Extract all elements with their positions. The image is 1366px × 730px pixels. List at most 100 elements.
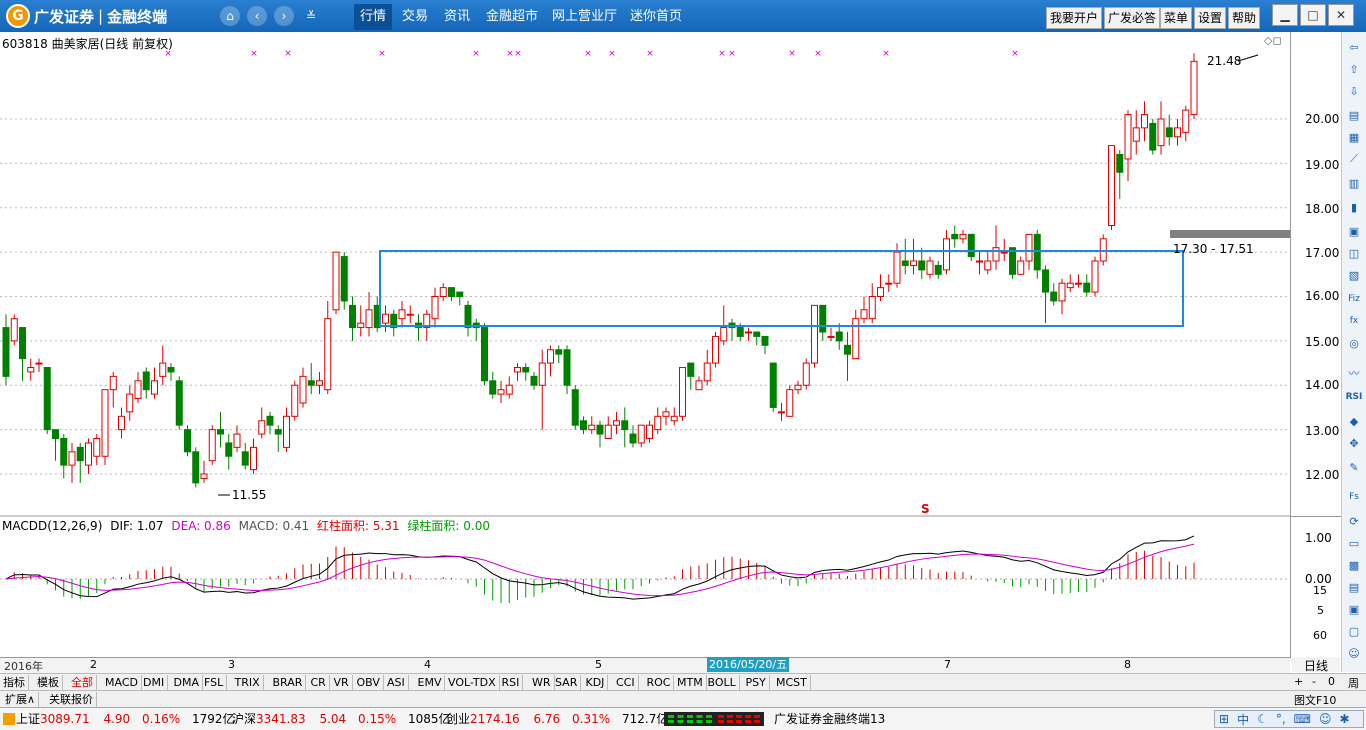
arrow-up-icon[interactable]: ⇧	[1349, 62, 1359, 76]
close-icon[interactable]: ✕	[1328, 4, 1354, 26]
indicator-tab[interactable]: PSY	[743, 675, 770, 690]
indicator-tab[interactable]: MACD	[102, 675, 142, 690]
settings-button[interactable]: 设置	[1194, 7, 1227, 29]
candle-body	[877, 287, 884, 297]
indicator-tab[interactable]: DMI	[140, 675, 169, 690]
candle-body	[530, 375, 538, 386]
pencil-icon[interactable]: ✎	[1349, 460, 1359, 474]
indicator-tab[interactable]: RSI	[499, 675, 524, 690]
wave-icon[interactable]: 〰	[1348, 367, 1360, 380]
user-icon[interactable]: ☺	[1348, 646, 1360, 660]
indicator-tab[interactable]: MTM	[674, 675, 707, 690]
arrow-down-icon[interactable]: ⇩	[1349, 84, 1359, 98]
moon-icon[interactable]: ☾	[1257, 712, 1268, 726]
indicator-tab[interactable]: MCST	[773, 675, 811, 690]
candlestick-chart[interactable]: × × × × × × × × × × × × × × × ×	[0, 32, 1290, 658]
indicator-tab[interactable]: EMV	[415, 675, 446, 690]
forward-icon[interactable]: ›	[274, 6, 294, 26]
tag-icon[interactable]: ◆	[1349, 414, 1359, 428]
period-label[interactable]: 日线	[1292, 657, 1340, 673]
move-icon[interactable]: ✥	[1349, 436, 1359, 450]
ime-icon[interactable]: ⊞	[1219, 712, 1230, 726]
tools-icon[interactable]: ✱	[1339, 712, 1350, 726]
chart-area[interactable]: × × × × × × × × × × × × × × × × 603818 曲美家居(日线 前复权) 21.…	[0, 32, 1290, 658]
open-account-button[interactable]: 我要开户	[1046, 7, 1103, 29]
candle-body	[497, 389, 505, 395]
hs-index[interactable]: 沪深3341.83 5.04 0.15% 1085亿	[232, 711, 451, 727]
indicator-tab[interactable]: DMA	[171, 675, 203, 690]
faq-button[interactable]: 广发必答	[1104, 7, 1161, 29]
note-icon[interactable]: ▢	[1348, 624, 1360, 638]
indicator-tab[interactable]: OBV	[354, 675, 384, 690]
tab-market[interactable]: 行情	[354, 4, 393, 30]
chart-options-icon[interactable]: ◇◻	[1264, 34, 1282, 47]
expand-down-icon[interactable]: ≚	[305, 9, 317, 23]
level2-icon[interactable]: ▣	[1348, 224, 1360, 238]
quote-list-icon[interactable]: ▤	[1348, 108, 1360, 122]
market-breadth-bar	[664, 712, 764, 726]
indicator-tab[interactable]: 模板	[34, 675, 63, 690]
zero-button[interactable]: 0	[1328, 675, 1335, 688]
tab-online-hall[interactable]: 网上营业厅	[552, 9, 618, 24]
zoom-in-button[interactable]: +	[1294, 675, 1304, 688]
indicator-tab[interactable]: KDJ	[583, 675, 609, 690]
indicator-tab[interactable]: SAR	[552, 675, 582, 690]
f10-button[interactable]: 图文F10	[1294, 694, 1337, 707]
tab-trade[interactable]: 交易	[402, 9, 429, 24]
indicator-tab[interactable]: VR	[331, 675, 353, 690]
maximize-icon[interactable]: □	[1300, 4, 1326, 26]
week-button[interactable]: 周	[1348, 677, 1359, 690]
line-chart-icon[interactable]: ⟋	[1350, 152, 1358, 165]
indicator-tab[interactable]: ASI	[384, 675, 409, 690]
punct-icon[interactable]: °,	[1275, 712, 1286, 726]
zoom-out-button[interactable]: -	[1312, 675, 1316, 688]
menu-button[interactable]: 菜单	[1160, 7, 1193, 29]
tab-mini-home[interactable]: 迷你首页	[630, 9, 683, 24]
indicator-tab[interactable]: CR	[308, 675, 330, 690]
indicator-tab[interactable]: 全部	[68, 675, 97, 690]
rsi-icon[interactable]: RSI	[1345, 392, 1363, 402]
minimize-icon[interactable]: ▁	[1272, 4, 1298, 26]
volume-icon[interactable]: ▮	[1350, 200, 1358, 214]
sh-index[interactable]: 上证3089.71 4.90 0.16% 1792亿	[16, 711, 235, 727]
indicator-tab[interactable]: CCI	[613, 675, 639, 690]
refresh-icon[interactable]: ⟳	[1349, 514, 1359, 528]
kline-icon[interactable]: ▥	[1348, 176, 1360, 190]
person-icon[interactable]: ☺	[1319, 712, 1332, 726]
fx-icon[interactable]: fx	[1349, 316, 1359, 326]
expand-button[interactable]: 扩展∧	[2, 692, 40, 707]
indicator-tab[interactable]: TRIX	[232, 675, 264, 690]
cy-index[interactable]: 创业2174.16 6.76 0.31% 712.7亿	[446, 711, 668, 727]
keyboard-icon[interactable]: ⌨	[1293, 712, 1311, 726]
back-icon[interactable]: ‹	[247, 6, 267, 26]
ime-toolbar[interactable]: ⊞ 中 ☾ °, ⌨ ☺ ✱	[1214, 710, 1364, 728]
circle-icon[interactable]: ◎	[1349, 336, 1359, 350]
report-icon[interactable]: ▧	[1348, 268, 1360, 282]
lock-icon[interactable]: ▣	[1348, 602, 1360, 616]
window-icon[interactable]: ▭	[1348, 536, 1360, 550]
candle-body	[274, 429, 282, 435]
data-icon[interactable]: ◫	[1348, 246, 1360, 260]
ime-lang[interactable]: 中	[1237, 712, 1250, 727]
arrow-left-icon[interactable]: ⇦	[1349, 40, 1359, 54]
event-marker: ×	[718, 49, 726, 59]
candle-body	[258, 420, 266, 435]
indicator-tab[interactable]: WR	[529, 675, 555, 690]
tab-news[interactable]: 资讯	[444, 9, 471, 24]
table-icon[interactable]: ▦	[1348, 130, 1360, 144]
consolidation-box	[379, 250, 1184, 327]
indicator-tab[interactable]: BOLL	[705, 675, 740, 690]
indicator-tab[interactable]: VOL-TDX	[445, 675, 500, 690]
calendar-icon[interactable]: ▤	[1348, 580, 1360, 594]
tab-finance-mall[interactable]: 金融超市	[486, 9, 539, 24]
fs-icon[interactable]: Fs	[1349, 492, 1359, 502]
indicator-tab[interactable]: 指标	[0, 675, 29, 690]
help-button[interactable]: 帮助	[1228, 7, 1261, 29]
linked-quote-button[interactable]: 关联报价	[46, 692, 97, 707]
home-icon[interactable]: ⌂	[220, 6, 240, 26]
grid-icon[interactable]: ▩	[1348, 558, 1360, 572]
fiz-icon[interactable]: Fiz	[1348, 294, 1360, 304]
indicator-tab[interactable]: BRAR	[270, 675, 307, 690]
indicator-tab[interactable]: FSL	[201, 675, 228, 690]
indicator-tab[interactable]: ROC	[644, 675, 675, 690]
